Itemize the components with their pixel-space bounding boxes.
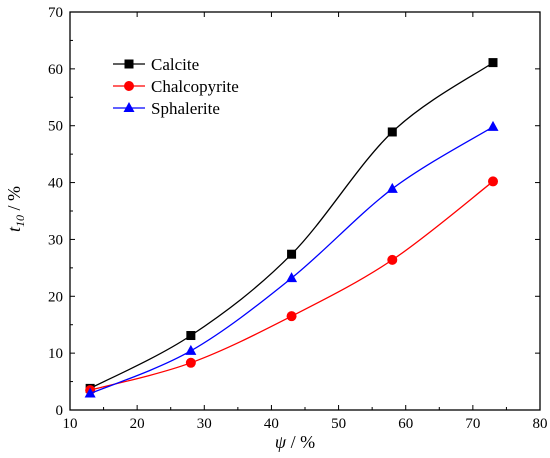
plot-frame bbox=[69, 11, 541, 411]
legend-label-calcite: Calcite bbox=[151, 55, 199, 74]
legend-label-sphalerite: Sphalerite bbox=[151, 99, 220, 118]
y-tick-label: 30 bbox=[48, 232, 63, 248]
series-layer bbox=[84, 58, 499, 398]
data-point-calcite bbox=[387, 127, 397, 137]
series-chalcopyrite bbox=[85, 176, 498, 396]
data-point-calcite bbox=[287, 249, 297, 259]
data-point-chalcopyrite bbox=[488, 176, 498, 187]
x-tick-label: 60 bbox=[398, 416, 413, 432]
data-point-calcite bbox=[186, 331, 196, 341]
data-point-sphalerite bbox=[487, 120, 499, 131]
data-point-sphalerite bbox=[185, 344, 197, 355]
legend-item-sphalerite: Sphalerite bbox=[113, 99, 220, 118]
y-tick-label: 10 bbox=[48, 346, 63, 362]
legend-marker-calcite bbox=[124, 59, 134, 69]
data-point-chalcopyrite bbox=[185, 357, 196, 368]
plot-border bbox=[69, 11, 541, 411]
data-point-chalcopyrite bbox=[286, 311, 297, 322]
y-axis-subscript: 10 bbox=[13, 215, 27, 227]
series-sphalerite bbox=[84, 120, 499, 398]
legend-marker-sphalerite bbox=[123, 102, 135, 112]
series-line-sphalerite bbox=[89, 126, 494, 395]
data-point-sphalerite bbox=[84, 387, 96, 398]
x-axis-symbol: ψ bbox=[275, 432, 287, 452]
x-tick-label: 50 bbox=[331, 416, 346, 432]
y-axis-unit: / % bbox=[4, 186, 24, 215]
legend-label-chalcopyrite: Chalcopyrite bbox=[151, 77, 239, 96]
y-tick-label: 0 bbox=[56, 403, 64, 419]
legend-item-calcite: Calcite bbox=[113, 55, 199, 74]
x-axis-unit: / % bbox=[286, 432, 315, 452]
data-point-calcite bbox=[488, 58, 498, 68]
y-axis-ticks: 0 10 20 30 40 50 60 70 bbox=[48, 5, 540, 419]
x-tick-label: 70 bbox=[465, 416, 480, 432]
y-axis-symbol: t bbox=[4, 226, 24, 232]
x-tick-label: 10 bbox=[63, 416, 78, 432]
x-tick-label: 40 bbox=[264, 416, 279, 432]
data-point-sphalerite bbox=[386, 182, 398, 193]
legend-marker-chalcopyrite bbox=[124, 81, 134, 91]
y-axis-title: t10 / % bbox=[4, 186, 27, 232]
x-tick-label: 20 bbox=[130, 416, 145, 432]
legend-item-chalcopyrite: Chalcopyrite bbox=[113, 77, 239, 96]
x-tick-label: 80 bbox=[533, 416, 548, 432]
y-tick-label: 70 bbox=[48, 5, 63, 21]
data-point-chalcopyrite bbox=[387, 254, 398, 265]
x-axis-title: ψ / % bbox=[275, 432, 315, 452]
y-tick-label: 20 bbox=[48, 289, 63, 305]
series-calcite bbox=[85, 58, 498, 393]
data-point-sphalerite bbox=[286, 272, 298, 283]
x-tick-label: 30 bbox=[197, 416, 212, 432]
x-axis-ticks: 10 20 30 40 50 60 70 80 bbox=[63, 12, 548, 432]
legend: Calcite Chalcopyrite Sphalerite bbox=[113, 55, 239, 118]
y-tick-label: 50 bbox=[48, 119, 63, 135]
y-tick-label: 60 bbox=[48, 62, 63, 78]
y-tick-label: 40 bbox=[48, 176, 63, 192]
